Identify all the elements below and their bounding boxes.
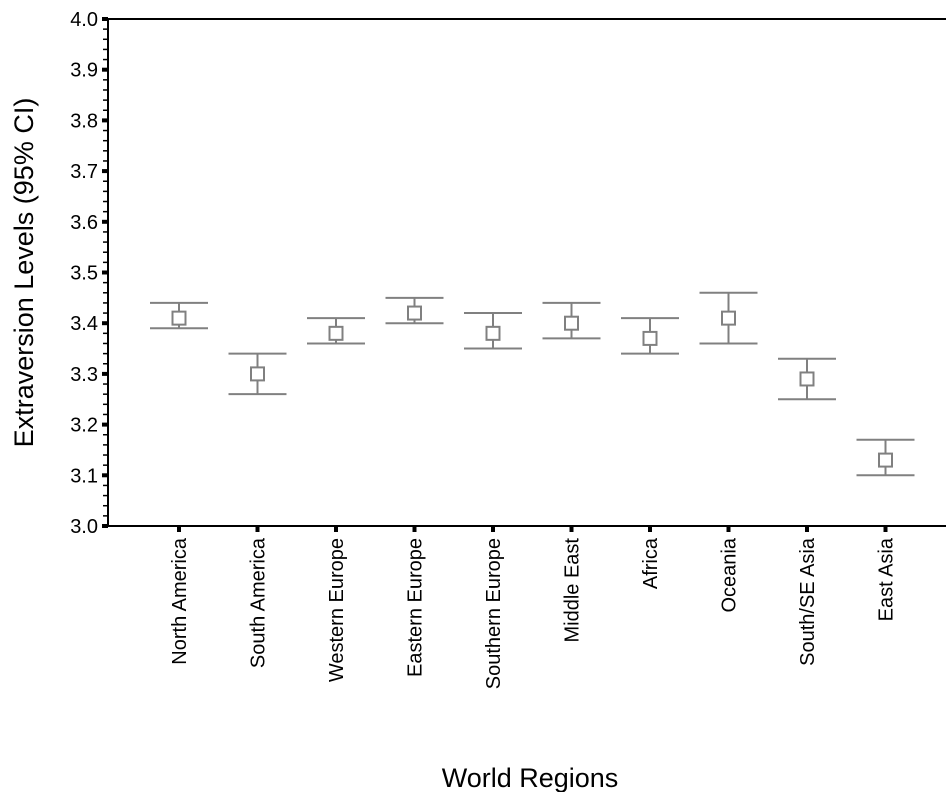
y-tick-label: 3.2	[70, 415, 98, 437]
y-tick-label: 3.1	[70, 465, 98, 487]
mean-marker	[485, 325, 501, 341]
x-tick-label: Southern Europe	[483, 538, 505, 689]
error-bar	[699, 291, 758, 345]
error-bar	[464, 312, 522, 350]
error-bar	[542, 301, 601, 340]
x-tick-label: Middle East	[562, 538, 584, 643]
x-tick-label: Oceania	[719, 537, 741, 612]
mean-marker	[799, 371, 815, 387]
error-bar	[778, 357, 836, 401]
y-tick-label: 3.3	[70, 364, 98, 386]
y-tick-label: 3.4	[70, 313, 98, 335]
error-bar	[307, 317, 365, 345]
x-tick-label: Africa	[640, 537, 662, 589]
y-tick-label: 3.7	[70, 161, 98, 183]
x-tick-label: Western Europe	[326, 538, 348, 682]
mean-marker	[328, 325, 344, 341]
y-tick-label: 3.5	[70, 263, 98, 285]
y-tick-label: 3.6	[70, 212, 98, 234]
x-tick-label: North America	[169, 537, 191, 665]
y-tick-label: 4.0	[70, 9, 98, 31]
y-tick-label: 3.8	[70, 110, 98, 132]
x-tick-label: South America	[248, 537, 270, 668]
mean-marker	[171, 310, 187, 326]
error-bar	[385, 296, 444, 325]
error-bars	[150, 291, 915, 477]
mean-marker	[564, 315, 579, 331]
x-tick-label: East Asia	[876, 537, 898, 621]
mean-marker	[250, 366, 265, 382]
y-axis-title: Extraversion Levels (95% CI)	[9, 98, 39, 448]
x-axis-title: World Regions	[442, 763, 619, 792]
error-bar	[228, 352, 287, 396]
y-tick-label: 3.9	[70, 60, 98, 82]
mean-marker	[407, 305, 422, 321]
mean-marker	[878, 452, 893, 468]
x-axis-ticks: North America South America Western Europe…	[169, 526, 898, 689]
y-axis-ticks: 3.0 3.1 3.2 3.3 3.4 3.5 3.6 3.7 3.8 3.9 4.0	[70, 9, 108, 538]
error-bar	[856, 438, 915, 477]
error-bar	[621, 317, 679, 355]
x-tick-label: Eastern Europe	[405, 538, 427, 677]
y-tick-label: 3.0	[70, 516, 98, 538]
mean-marker	[642, 330, 658, 346]
x-tick-label: South/SE Asia	[797, 537, 819, 666]
mean-marker	[721, 310, 736, 326]
error-bar	[150, 301, 208, 330]
